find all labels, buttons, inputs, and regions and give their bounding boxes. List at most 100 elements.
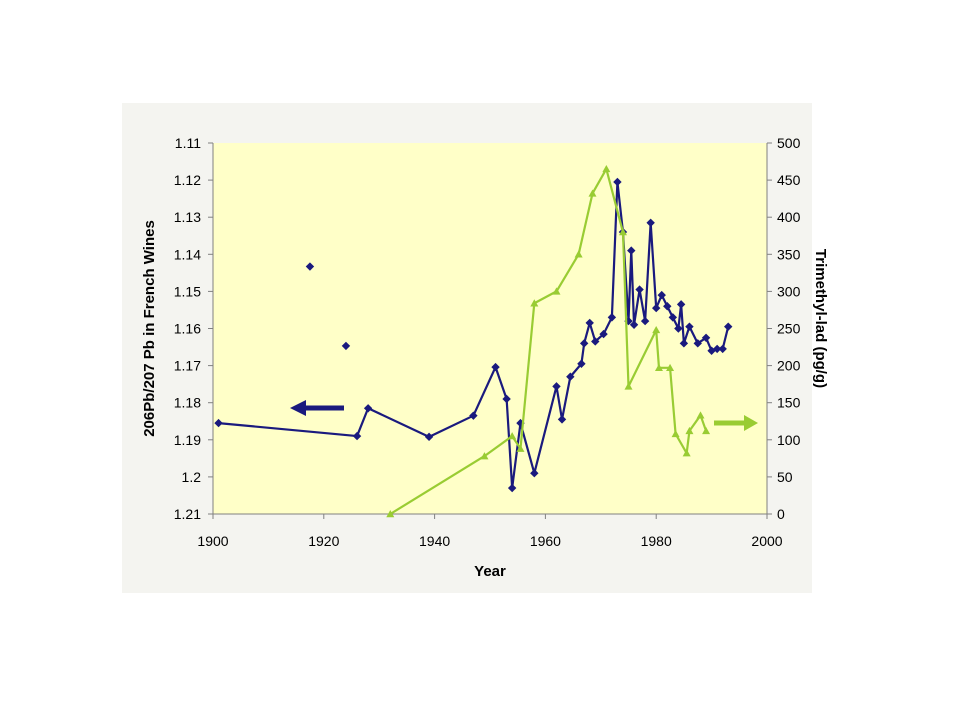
annotation-layer — [290, 400, 758, 431]
data-point — [469, 411, 478, 420]
data-point — [566, 372, 575, 381]
data-point — [646, 218, 655, 227]
right-tick-label: 0 — [777, 506, 785, 522]
right-tick-label: 300 — [777, 283, 801, 299]
data-point — [502, 394, 511, 404]
left-y-ticks: 1.111.121.131.141.151.161.171.181.191.21… — [174, 135, 213, 522]
x-tick-label: 1920 — [308, 533, 339, 549]
data-point — [657, 290, 666, 300]
data-point — [702, 426, 711, 435]
right-tick-label: 150 — [777, 395, 801, 411]
data-point — [552, 287, 561, 295]
x-tick-label: 1960 — [530, 533, 561, 549]
data-point — [352, 431, 362, 441]
left-tick-label: 1.19 — [174, 432, 201, 448]
data-point — [635, 285, 644, 294]
data-point — [516, 418, 525, 428]
data-point — [663, 302, 672, 311]
x-tick-label: 2000 — [751, 533, 782, 549]
data-point — [668, 313, 678, 322]
right-y-axis-title: Trimethyl-lad (pg/g) — [812, 249, 829, 388]
series-layer — [214, 164, 733, 518]
right-tick-label: 400 — [777, 209, 801, 225]
data-point — [682, 449, 691, 457]
data-point — [530, 299, 539, 307]
left-tick-label: 1.11 — [175, 135, 201, 151]
left-tick-label: 1.14 — [174, 246, 201, 262]
data-point — [591, 337, 600, 346]
data-point — [508, 432, 517, 440]
left-tick-label: 1.18 — [174, 395, 201, 411]
data-point — [718, 344, 727, 354]
data-point — [574, 250, 583, 258]
data-point — [588, 189, 597, 197]
data-point — [674, 324, 683, 333]
data-point — [424, 432, 434, 442]
data-point — [491, 362, 500, 372]
data-point — [652, 325, 661, 334]
left-tick-label: 1.2 — [182, 469, 202, 485]
data-point — [305, 262, 315, 271]
data-point — [707, 346, 716, 355]
left-tick-label: 1.21 — [174, 506, 201, 522]
x-tick-label: 1940 — [419, 533, 450, 549]
data-point — [577, 359, 586, 368]
data-point — [579, 339, 589, 348]
data-point — [701, 333, 711, 342]
data-point — [613, 177, 622, 187]
data-point — [627, 246, 636, 255]
data-point — [693, 339, 702, 348]
data-point — [618, 228, 627, 236]
data-point — [363, 404, 373, 413]
data-point — [530, 468, 539, 478]
right-tick-label: 350 — [777, 246, 801, 262]
series-trimethyl-lead-2 — [386, 164, 711, 518]
data-point — [640, 316, 650, 326]
data-point — [685, 322, 694, 331]
x-tick-label: 1980 — [641, 533, 672, 549]
data-point — [341, 341, 351, 351]
data-point — [552, 382, 561, 391]
right-tick-label: 450 — [777, 172, 801, 188]
data-point — [676, 300, 686, 309]
data-point — [602, 164, 611, 173]
left-tick-label: 1.17 — [174, 358, 201, 374]
right-axis-arrowhead — [744, 415, 758, 431]
data-point — [671, 429, 680, 438]
data-point — [557, 415, 567, 424]
data-point — [652, 303, 661, 313]
x-axis-title: Year — [474, 563, 506, 580]
left-axis-arrowhead — [290, 400, 306, 416]
data-point — [516, 444, 525, 452]
right-tick-label: 100 — [777, 432, 801, 448]
left-tick-label: 1.15 — [174, 283, 201, 299]
data-point — [214, 418, 223, 428]
left-tick-label: 1.12 — [174, 172, 201, 188]
data-point — [712, 344, 722, 354]
data-point — [679, 339, 689, 348]
data-point — [724, 322, 733, 331]
left-tick-label: 1.13 — [174, 209, 201, 225]
data-point — [386, 510, 395, 518]
x-tick-label: 1900 — [197, 533, 228, 549]
right-tick-label: 250 — [777, 321, 801, 337]
data-point — [607, 313, 617, 322]
left-y-axis-title: 206Pb/207 Pb in French Wines — [141, 220, 158, 437]
data-point — [685, 426, 694, 435]
data-point — [480, 452, 489, 460]
series-lead-isotope-ratio-1 — [305, 262, 351, 351]
right-tick-label: 50 — [777, 469, 793, 485]
right-tick-label: 200 — [777, 358, 801, 374]
data-point — [696, 411, 705, 419]
left-tick-label: 1.16 — [174, 321, 201, 337]
right-tick-label: 500 — [777, 135, 801, 151]
data-point — [599, 329, 608, 339]
data-point — [666, 363, 675, 372]
data-point — [585, 318, 594, 328]
data-point — [629, 320, 639, 329]
x-ticks: 1900 1920 1940 1960 1980 2000 — [197, 514, 783, 549]
data-point — [654, 363, 663, 372]
data-point — [624, 382, 633, 390]
